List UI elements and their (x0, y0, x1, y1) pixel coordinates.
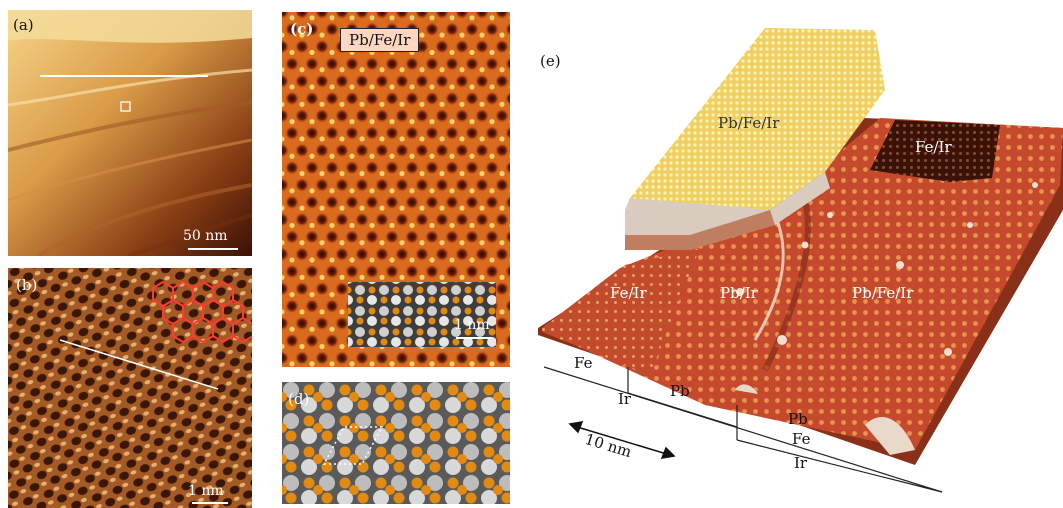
panel-c-stm-image (282, 12, 510, 367)
panel-b: (b) 1 nm (8, 268, 252, 508)
panel-b-label: (b) (16, 276, 38, 294)
panel-a-label: (a) (13, 16, 34, 34)
panel-c-tag: Pb/Fe/Ir (340, 28, 420, 52)
layer-right-ir: Ir (794, 454, 808, 472)
panel-e-label: (e) (540, 52, 561, 70)
layer-right-pb: Pb (788, 410, 808, 428)
panel-d: (d) (282, 382, 510, 504)
panel-a-scale-text: 50 nm (183, 228, 228, 244)
panel-b-scale-bar (192, 502, 228, 504)
panel-c: (c) Pb/Fe/Ir 1 nm (282, 12, 510, 367)
panel-d-label: (d) (288, 390, 310, 408)
region-front-right: Pb/Fe/Ir (852, 284, 914, 302)
panel-c-scale-text: 1 nm (454, 317, 490, 333)
line-profile (59, 339, 219, 390)
panel-d-structure-model (282, 382, 510, 504)
layer-right-fe: Fe (792, 430, 811, 448)
panel-e-3d-rendering (538, 28, 1063, 493)
panel-b-scale-text: 1 nm (188, 483, 224, 499)
region-front-mid: Pb/Ir (720, 284, 758, 302)
red-lattice-overlay (152, 280, 252, 344)
unit-cell-outline (322, 426, 384, 465)
region-front-left: Fe/Ir (610, 284, 647, 302)
distance-arrow (568, 421, 676, 459)
panel-c-scale-bar (456, 337, 492, 339)
panel-a-scale-bar (188, 248, 238, 250)
layer-left-fe: Fe (574, 354, 593, 372)
region-top-left: Pb/Fe/Ir (718, 114, 780, 132)
zoom-box (120, 101, 131, 112)
region-top-right: Fe/Ir (915, 138, 952, 156)
panel-a-stm-image (8, 10, 252, 256)
layer-left-ir: Ir (618, 390, 632, 408)
panel-a: (a) 50 nm (8, 10, 252, 256)
layer-left-pb: Pb (670, 382, 690, 400)
panel-c-label: (c) (290, 20, 314, 38)
panel-b-stm-image (8, 268, 252, 508)
panel-e: (e) Pb/Fe/Ir Fe/Ir Fe/Ir Pb/Ir Pb/Fe/Ir … (530, 10, 1063, 508)
structure-model-inset (348, 282, 496, 347)
layer-baselines (543, 366, 943, 493)
